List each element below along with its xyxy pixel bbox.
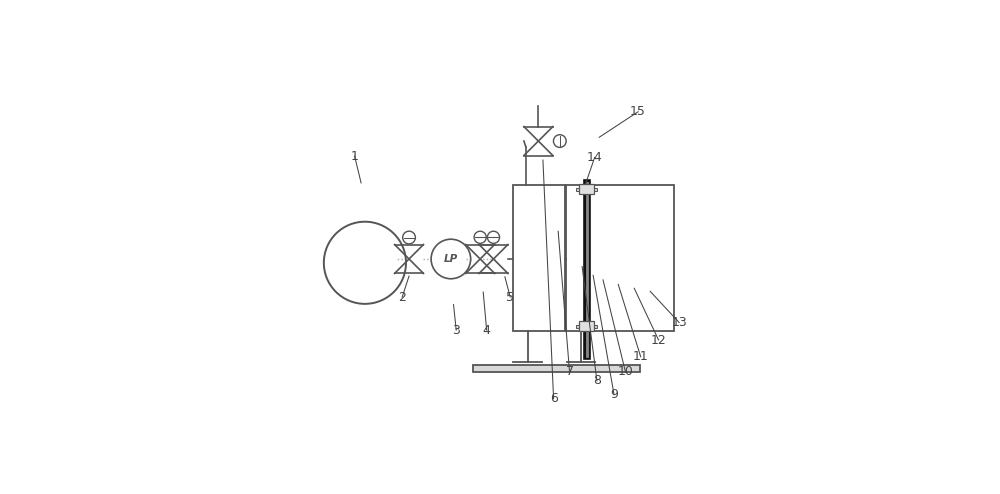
Bar — [513, 185, 565, 331]
Text: 3: 3 — [452, 324, 460, 336]
Bar — [579, 184, 594, 194]
Text: 13: 13 — [671, 316, 687, 329]
Bar — [594, 188, 597, 191]
Bar — [594, 325, 597, 328]
Bar — [579, 322, 594, 331]
Bar — [576, 325, 579, 328]
Text: 12: 12 — [651, 333, 666, 346]
Text: 10: 10 — [618, 366, 633, 378]
Text: 9: 9 — [610, 388, 618, 401]
Text: 14: 14 — [587, 151, 603, 164]
Text: LP: LP — [444, 254, 458, 264]
Bar — [473, 365, 640, 372]
Text: 5: 5 — [506, 290, 514, 303]
Text: 1: 1 — [351, 150, 359, 163]
Bar — [566, 185, 674, 331]
Text: 4: 4 — [483, 324, 491, 336]
Text: 7: 7 — [566, 366, 574, 378]
Bar — [576, 188, 579, 191]
Text: 15: 15 — [630, 105, 646, 118]
Text: 11: 11 — [633, 350, 649, 363]
Text: 6: 6 — [550, 392, 558, 405]
Text: 2: 2 — [398, 290, 406, 303]
Text: 8: 8 — [593, 374, 601, 387]
